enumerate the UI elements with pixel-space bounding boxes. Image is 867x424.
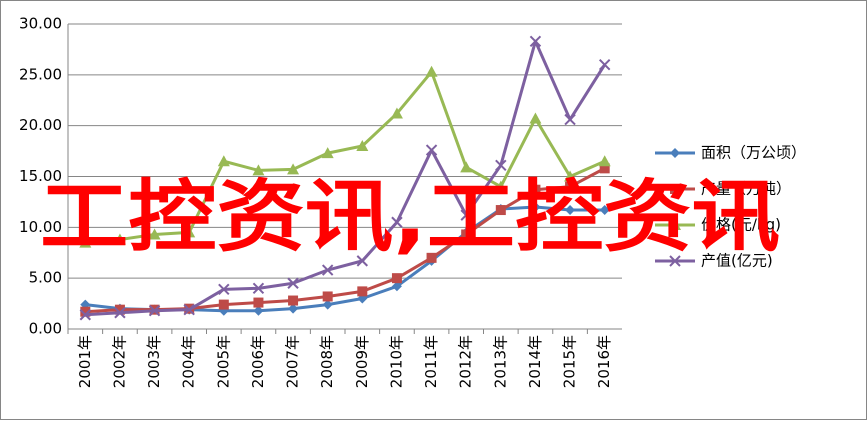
marker [391,273,402,284]
marker [148,228,161,240]
x-tick-label: 2002年 [110,335,128,388]
marker [598,155,611,167]
marker [564,113,576,126]
marker [253,297,264,308]
marker [669,255,681,267]
marker [114,307,126,319]
series-line [85,70,606,245]
y-tick-label: 25.00 [19,65,62,83]
marker [79,236,92,248]
x-tick-label: 2005年 [214,335,232,388]
y-tick-label: 30.00 [19,15,62,33]
marker [599,205,610,216]
marker [391,216,403,228]
marker [321,147,334,159]
marker [288,303,299,314]
marker [183,303,195,316]
marker [425,144,438,156]
x-tick-label: 2012年 [457,335,475,388]
marker [79,309,92,321]
y-tick-label: 10.00 [19,218,62,236]
marker [356,140,369,151]
marker [494,180,507,192]
marker [529,112,542,124]
marker [80,306,91,317]
legend-label: 价格(元/kg) [701,216,781,234]
marker [495,159,507,172]
marker [322,291,333,302]
marker [565,205,576,216]
marker [529,35,542,47]
legend-label: 面积（万公顷） [701,144,806,162]
marker [218,283,230,296]
x-tick-label: 2016年 [595,335,613,388]
marker [321,264,334,276]
marker [599,163,610,174]
x-tick-label: 2013年 [491,335,509,388]
marker [670,184,680,194]
y-tick-label: 5.00 [29,269,62,287]
x-tick-label: 2011年 [422,335,440,388]
y-tick-label: 0.00 [29,320,62,338]
marker [322,299,333,310]
marker [253,305,264,316]
y-tick-label: 20.00 [19,116,62,134]
marker [495,205,506,216]
marker [564,170,577,182]
marker [460,209,472,221]
marker [426,252,437,263]
marker [390,107,403,119]
watermark: 工控资讯,工控资讯 [40,172,780,262]
x-tick-label: 2007年 [284,335,302,388]
marker [217,155,230,167]
marker [148,304,161,317]
marker [461,229,472,240]
legend-label: 产值(亿元) [701,252,773,270]
x-tick-label: 2010年 [387,335,405,388]
x-tick-label: 2003年 [145,335,163,388]
marker [287,163,300,175]
x-tick-label: 2001年 [76,335,94,388]
marker [530,202,541,212]
x-tick-label: 2006年 [249,335,267,388]
x-tick-label: 2015年 [561,335,579,388]
marker [357,286,368,297]
marker [565,181,576,192]
marker [287,277,299,289]
marker [669,219,681,230]
marker [598,58,611,71]
marker [113,233,126,245]
marker [391,281,402,292]
x-tick-label: 2008年 [318,335,336,388]
marker [114,304,125,315]
marker [218,299,229,310]
marker [356,255,369,267]
marker [670,148,680,158]
x-tick-label: 2009年 [353,335,371,388]
marker [460,161,473,173]
series-line [85,39,606,317]
marker [530,184,541,195]
marker [288,295,299,306]
marker [252,164,265,176]
x-tick-label: 2004年 [180,335,198,388]
legend-label: 产量（万吨） [701,180,791,198]
marker [183,226,196,238]
marker [252,282,265,295]
x-tick-label: 2014年 [526,335,544,388]
marker [425,65,438,77]
y-tick-label: 15.00 [19,167,62,185]
